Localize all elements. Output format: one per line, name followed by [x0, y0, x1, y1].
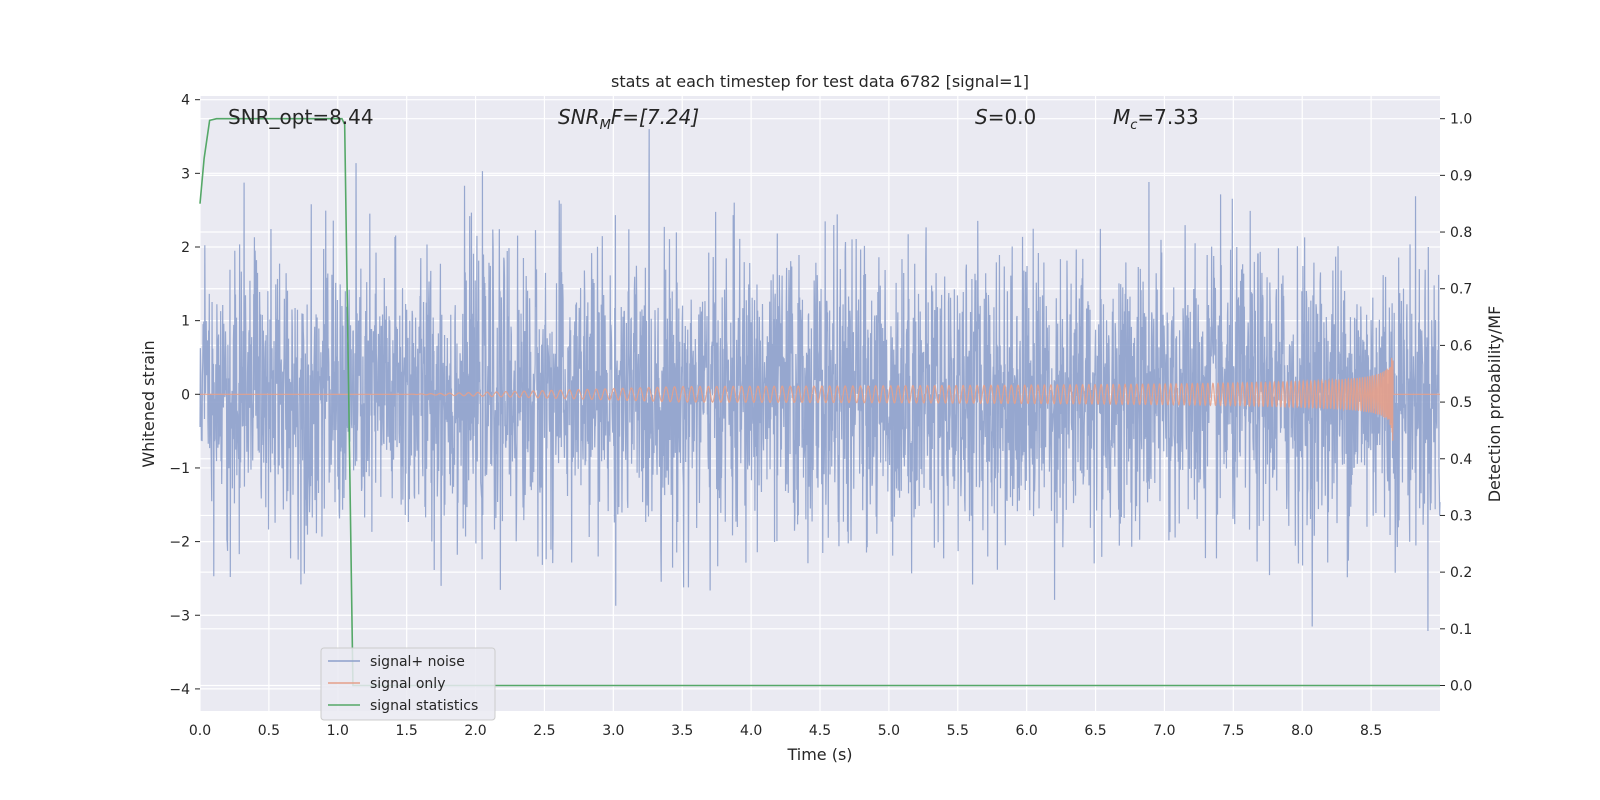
y-tick-label-left: 1: [181, 314, 190, 330]
y-tick-label-left: −2: [169, 535, 190, 551]
y-tick-label-left: −4: [169, 682, 190, 698]
annotation-snr-mf-base: SNR: [558, 105, 600, 129]
x-tick-label: 5.5: [947, 723, 969, 739]
y-tick-label-right: 1.0: [1450, 112, 1472, 128]
annotation-s-var: S: [975, 105, 988, 129]
x-tick-label: 8.0: [1291, 723, 1313, 739]
x-tick-label: 7.0: [1153, 723, 1175, 739]
x-tick-label: 3.5: [671, 723, 693, 739]
x-tick-label: 0.5: [258, 723, 280, 739]
y-tick-label-left: 2: [181, 240, 190, 256]
y-axis-label-left: Whitened strain: [139, 340, 158, 467]
y-tick-label-left: 0: [181, 387, 190, 403]
series-layer: [199, 117, 1441, 687]
x-tick-label: 1.0: [327, 723, 349, 739]
y-tick-label-right: 0.5: [1450, 395, 1472, 411]
y-axis-label-right: Detection probability/MF: [1485, 306, 1504, 503]
y-tick-label-right: 0.9: [1450, 168, 1472, 184]
annotation-s-rest: =0.0: [988, 105, 1037, 129]
chart-title: stats at each timestep for test data 678…: [611, 72, 1029, 91]
annotation-s: S=0.0: [975, 105, 1036, 129]
x-tick-label: 1.5: [396, 723, 418, 739]
x-tick-label: 8.5: [1360, 723, 1382, 739]
y-tick-label-left: 3: [181, 166, 190, 182]
y-tick-label-right: 0.4: [1450, 452, 1472, 468]
x-axis-label: Time (s): [786, 745, 852, 764]
annotation-mc-sub: c: [1130, 118, 1137, 133]
y-tick-label-right: 0.1: [1450, 622, 1472, 638]
series-signal-noise-line: [199, 129, 1441, 631]
legend: signal+ noise signal only signal statist…: [320, 647, 496, 721]
y-tick-label-left: −1: [169, 461, 190, 477]
y-tick-label-right: 0.0: [1450, 678, 1472, 694]
legend-label-signal-statistics: signal statistics: [370, 698, 478, 714]
x-tick-label: 7.5: [1222, 723, 1244, 739]
y-tick-label-right: 0.2: [1450, 565, 1472, 581]
annotation-snr-mf-rest: F=[7.24]: [611, 105, 699, 129]
series-signal-only-line: [200, 357, 1440, 441]
x-tick-label: 3.0: [602, 723, 624, 739]
annotation-snr-mf-sub: M: [600, 118, 611, 133]
y-tick-label-right: 0.7: [1450, 282, 1472, 298]
x-tick-label: 2.5: [533, 723, 555, 739]
series-signal-statistics-line: [199, 117, 1440, 687]
annotation-snr-mf: SNRMF=[7.24]: [558, 105, 699, 133]
y-tick-label-right: 0.3: [1450, 508, 1472, 524]
x-tick-label: 0.0: [189, 723, 211, 739]
y-tick-label-left: −3: [169, 608, 190, 624]
x-tick-label: 2.0: [464, 723, 486, 739]
x-tick-label: 5.0: [878, 723, 900, 739]
y-tick-label-left: 4: [181, 93, 190, 109]
x-tick-label: 4.0: [740, 723, 762, 739]
legend-box: [320, 647, 496, 721]
ticks: 0.0 0.5 1.0 1.5 2.0 2.5 3.0 3.5 4.0 4.5 5.0 5.5 6.0 6…: [169, 93, 1472, 739]
annotation-mc-rest: =7.33: [1137, 105, 1198, 129]
annotation-snr-opt: SNR_opt=8.44: [228, 105, 374, 129]
legend-label-signal-only: signal only: [370, 676, 445, 692]
annotation-mc: Mc=7.33: [1113, 105, 1199, 133]
y-tick-label-right: 0.6: [1450, 338, 1472, 354]
annotation-mc-base: M: [1113, 105, 1130, 129]
y-tick-label-right: 0.8: [1450, 225, 1472, 241]
x-tick-label: 6.5: [1084, 723, 1106, 739]
legend-label-signal-noise: signal+ noise: [370, 654, 465, 670]
x-tick-label: 6.0: [1016, 723, 1038, 739]
x-tick-label: 4.5: [809, 723, 831, 739]
